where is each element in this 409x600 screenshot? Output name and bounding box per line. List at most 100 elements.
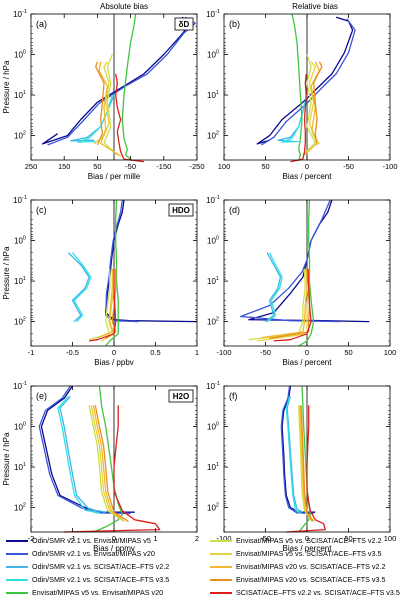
x-tick-label: 100 — [218, 162, 231, 171]
legend-item: SCISAT/ACE–FTS v2.2 vs. SCISAT/ACE–FTS v… — [210, 587, 400, 598]
series-line-3 — [266, 252, 283, 323]
series-line-1 — [239, 199, 341, 323]
series-line-0 — [281, 385, 316, 513]
series-line-3 — [281, 94, 308, 143]
legend-swatch — [6, 565, 28, 568]
panel-a: 10-1 100 101 102 -250 -150 -50 50 150 250 Bias / p… — [2, 9, 205, 181]
legend-label: Odin/SMR v2.1 vs. SCISAT/ACE–FTS v2.2 — [32, 562, 170, 571]
series-line-1 — [261, 18, 356, 146]
series-line-7 — [261, 268, 308, 339]
legend-item: Odin/SMR v2.1 vs. Envisat/MIPAS v5 — [6, 535, 151, 546]
y-tick-label: 101 — [14, 276, 26, 286]
legend-item: Odin/SMR v2.1 vs. SCISAT/ACE–FTS v2.2 — [6, 561, 169, 572]
x-tick-label: 250 — [25, 162, 38, 171]
panel-d: 10-1 100 101 102 -100 -50 0 50 100 Bias / percent… — [206, 195, 396, 367]
legend-swatch — [210, 565, 232, 568]
y-axis-label: Pressure / hPa — [2, 246, 11, 299]
legend-swatch — [210, 591, 232, 594]
x-axis-label: Bias / per mille — [88, 172, 141, 181]
series-line-3 — [285, 396, 302, 515]
y-tick-label: 10-1 — [13, 9, 27, 19]
legend-item: Envisat/MIPAS v5 vs. SCISAT/ACE–FTS v3.5 — [210, 548, 382, 559]
series-line-0 — [41, 16, 192, 145]
series-line-3 — [71, 252, 92, 323]
legend-swatch — [210, 552, 232, 555]
series-line-0 — [256, 16, 354, 145]
legend-label: Envisat/MIPAS v5 vs. SCISAT/ACE–FTS v3.5 — [236, 549, 382, 558]
series-line-3 — [57, 395, 102, 515]
legend-label: Envisat/MIPAS v20 vs. SCISAT/ACE–FTS v2.… — [236, 562, 386, 571]
series-line-4 — [298, 199, 315, 347]
series-line-5 — [103, 54, 118, 156]
legend-swatch — [210, 578, 232, 581]
y-tick-label: 10-1 — [13, 381, 27, 391]
series-line-9 — [290, 73, 307, 163]
x-tick-label: 0 — [112, 348, 116, 357]
series-line-5 — [298, 405, 312, 521]
series-line-7 — [299, 405, 313, 522]
y-tick-label: 101 — [207, 462, 219, 472]
y-tick-label: 10-1 — [206, 195, 220, 205]
y-tick-label: 102 — [14, 317, 26, 327]
y-tick-label: 102 — [14, 503, 26, 513]
species-tag-box — [174, 17, 194, 31]
legend-item: Odin/SMR v2.1 vs. Envisat/MIPAS v20 — [6, 548, 155, 559]
x-tick-label: 100 — [384, 534, 397, 543]
legend-swatch — [6, 539, 28, 542]
panel-c: 10-1 100 101 102 -1 -0.5 0 0.5 1 Bias / ppbv Press… — [2, 195, 199, 367]
legend-swatch — [6, 578, 28, 581]
series-line-6 — [90, 405, 127, 521]
panel-letter: (d) — [229, 205, 240, 215]
legend-swatch — [6, 552, 28, 555]
y-tick-label: 102 — [207, 317, 219, 327]
panel-letter: (f) — [229, 391, 238, 401]
series-line-8 — [312, 61, 323, 145]
y-tick-label: 100 — [207, 422, 219, 432]
y-tick-label: 101 — [14, 90, 26, 100]
x-tick-label: -250 — [189, 162, 204, 171]
y-axis-label: Pressure / hPa — [2, 432, 11, 485]
x-tick-label: 50 — [344, 534, 352, 543]
x-tick-label: -50 — [260, 348, 271, 357]
x-tick-label: -100 — [382, 162, 397, 171]
series-line-7 — [92, 405, 125, 523]
series-line-9 — [115, 73, 144, 163]
y-tick-label: 102 — [14, 131, 26, 141]
x-axis-label: Bias / ppmv — [93, 544, 135, 553]
species-tag-box — [168, 203, 194, 217]
legend-swatch — [6, 591, 28, 594]
x-tick-label: 2 — [195, 534, 199, 543]
x-axis-label: Bias / ppbv — [94, 358, 134, 367]
legend-item: Envisat/MIPAS v5 vs. SCISAT/ACE–FTS v2.2 — [210, 535, 382, 546]
y-tick-label: 102 — [207, 503, 219, 513]
legend-label: Odin/SMR v2.1 vs. SCISAT/ACE–FTS v3.5 — [32, 575, 170, 584]
x-tick-label: 1 — [195, 348, 199, 357]
series-line-8 — [95, 61, 105, 146]
x-tick-label: 0 — [305, 162, 309, 171]
x-tick-label: 50 — [93, 162, 101, 171]
legend-label: Envisat/MIPAS v5 vs. Envisat/MIPAS v20 — [32, 588, 164, 597]
y-tick-label: 100 — [14, 236, 26, 246]
y-tick-label: 100 — [207, 50, 219, 60]
x-tick-label: 0 — [305, 348, 309, 357]
x-tick-label: 0 — [112, 534, 116, 543]
x-tick-label: -100 — [216, 348, 231, 357]
panel-letter: (e) — [36, 391, 47, 401]
series-line-2 — [265, 252, 282, 323]
series-line-6 — [298, 405, 314, 521]
species-tag: δD — [179, 20, 190, 29]
series-line-4 — [291, 13, 303, 162]
plot-frame — [30, 13, 198, 161]
series-line-2 — [67, 252, 90, 323]
series-line-2 — [286, 396, 304, 513]
series-line-7 — [97, 268, 113, 339]
series-line-8 — [300, 405, 315, 522]
species-tag: H2O — [173, 392, 189, 401]
series-line-9 — [286, 405, 326, 533]
series-line-4 — [105, 199, 119, 347]
legend-item: Odin/SMR v2.1 vs. SCISAT/ACE–FTS v3.5 — [6, 574, 169, 585]
series-line-9 — [64, 405, 161, 533]
series-line-5 — [88, 405, 123, 521]
